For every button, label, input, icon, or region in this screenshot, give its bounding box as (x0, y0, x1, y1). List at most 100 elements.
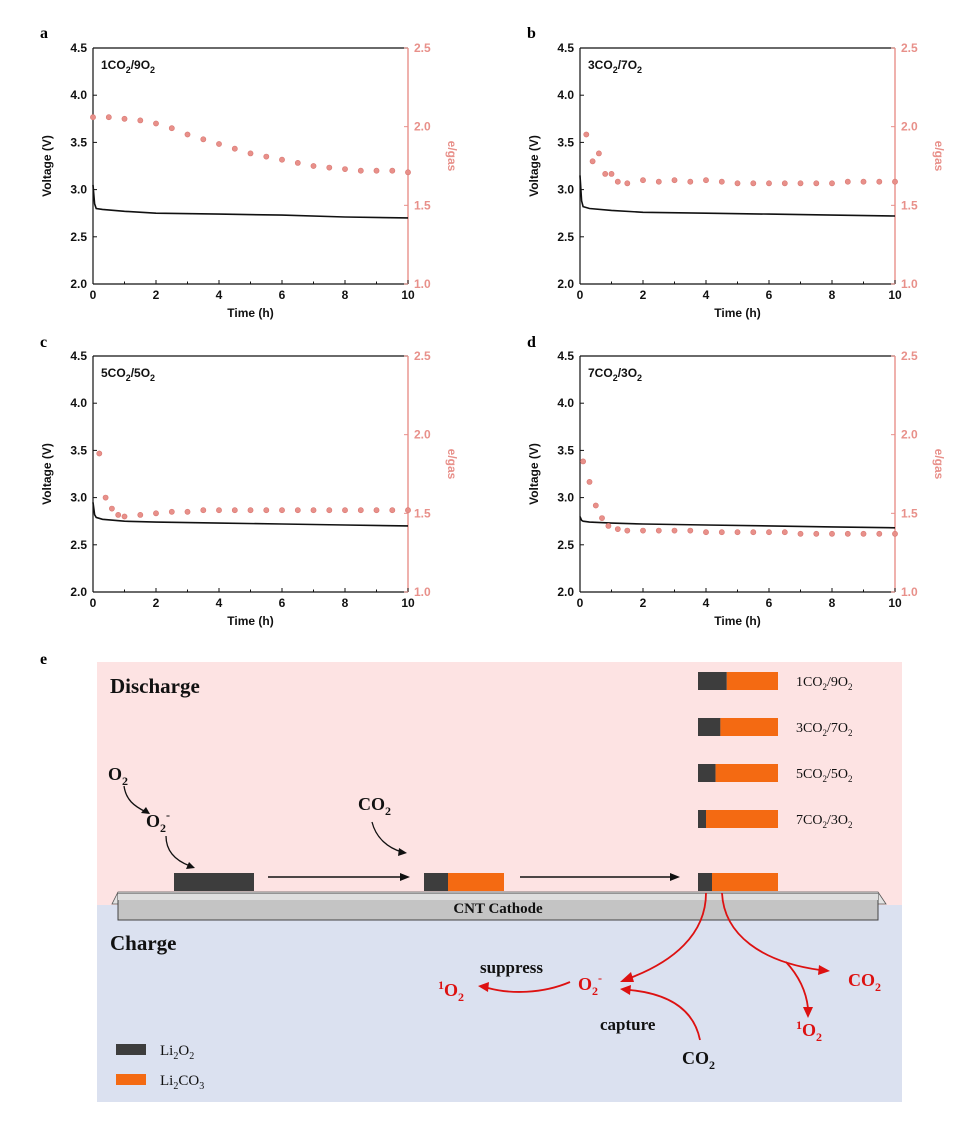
co2-release-label: CO2 (848, 970, 881, 994)
mixed-deposit-li2o2 (424, 873, 448, 891)
y2-tick-label: 2.5 (414, 41, 431, 55)
y2-tick-label: 2.0 (901, 428, 918, 442)
x-tick-label: 0 (577, 596, 584, 610)
voltage-line (92, 502, 409, 527)
x-tick-label: 8 (829, 288, 836, 302)
legend-label-li2o2: Li2O2 (160, 1043, 194, 1062)
y-tick-label: 2.0 (70, 277, 87, 291)
y2-tick-label: 2.5 (901, 349, 918, 363)
egas-point (599, 515, 605, 521)
y-tick-label: 3.5 (557, 443, 574, 457)
y2-tick-label: 2.5 (901, 41, 918, 55)
egas-point (829, 530, 835, 537)
egas-point (294, 507, 301, 514)
egas-point (247, 507, 254, 514)
egas-point (389, 507, 396, 514)
charts-layer: a 0 2 4 6 8 10 2.0 2.5 3.0 3.5 4.0 4.5 1.0 1.5 2.0 2.5 Ti… (40, 25, 946, 628)
x-tick-label: 6 (279, 288, 286, 302)
gas-ratio-annotation: 5CO2/5O2 (101, 366, 155, 383)
egas-point (687, 527, 694, 534)
egas-point (624, 527, 631, 534)
egas-point (342, 166, 348, 172)
panel-letter-a: a (40, 25, 48, 42)
egas-point (153, 120, 159, 127)
egas-point (121, 513, 128, 520)
y-tick-label: 3.0 (70, 491, 87, 505)
suppress-arrowhead (478, 982, 489, 992)
egas-point (876, 178, 883, 185)
egas-point (90, 114, 96, 121)
egas-point (781, 529, 788, 536)
egas-point (703, 529, 709, 536)
egas-point (797, 530, 804, 537)
x-tick-label: 2 (153, 596, 160, 610)
legend-label-li2co3: Li2CO3 (160, 1073, 204, 1092)
egas-point (263, 153, 270, 160)
egas-point (766, 529, 772, 536)
y-axis-label: Voltage (V) (40, 443, 54, 505)
egas-point (153, 510, 159, 517)
egas-point (608, 170, 615, 177)
y-tick-label: 2.0 (557, 277, 574, 291)
x-tick-label: 10 (401, 596, 415, 610)
y2-tick-label: 1.0 (414, 277, 431, 291)
decomposition-arrowhead-singlet (803, 1007, 813, 1018)
o2-label: O2 (108, 764, 128, 788)
charge-label: Charge (110, 931, 177, 955)
y-tick-label: 4.5 (70, 41, 87, 55)
egas-point (405, 507, 411, 514)
y-axis-label: Voltage (V) (40, 135, 54, 197)
panel-letter-e: e (40, 651, 47, 668)
egas-point (602, 170, 609, 177)
ratio-bar-label: 5CO2/5O2 (796, 767, 852, 784)
egas-point (671, 177, 678, 184)
egas-point (389, 167, 396, 174)
y2-tick-label: 1.5 (901, 198, 918, 212)
egas-point (231, 507, 238, 514)
y-tick-label: 4.0 (70, 396, 87, 410)
egas-point (734, 529, 741, 536)
egas-point (592, 502, 599, 509)
x-axis-label: Time (h) (227, 306, 273, 320)
li2o2-deposit-initial (174, 873, 254, 891)
egas-point (105, 114, 112, 121)
egas-point (583, 131, 590, 138)
ratio-bar-li2o2 (698, 718, 721, 736)
egas-point (216, 141, 222, 147)
x-tick-label: 0 (90, 288, 97, 302)
egas-point (216, 507, 222, 514)
panel-letter-d: d (527, 334, 536, 351)
egas-point (844, 178, 851, 185)
decomposition-arrow-co2 (721, 892, 821, 971)
egas-point (326, 164, 333, 171)
egas-point (624, 180, 631, 187)
y-tick-label: 3.0 (70, 183, 87, 197)
decomposition-arrowhead-superoxide (620, 972, 634, 982)
discharge-region (97, 662, 902, 905)
decomposition-arrowhead-co2 (818, 965, 830, 975)
x-tick-label: 4 (703, 596, 710, 610)
egas-point (310, 163, 317, 169)
y2-tick-label: 1.0 (901, 277, 918, 291)
egas-point (115, 512, 122, 518)
egas-point (596, 150, 602, 157)
egas-point (605, 523, 612, 529)
egas-point (589, 158, 596, 165)
y2-tick-label: 2.0 (414, 428, 431, 442)
y2-tick-label: 2.0 (901, 120, 918, 134)
egas-point (703, 177, 709, 184)
y-tick-label: 4.0 (557, 88, 574, 102)
egas-point (766, 180, 772, 187)
egas-point (200, 136, 207, 143)
egas-point (294, 159, 301, 166)
capture-arrow (629, 989, 701, 1041)
ratio-bar-li2co3 (726, 672, 778, 690)
x-tick-label: 4 (216, 288, 223, 302)
y-tick-label: 2.5 (557, 230, 574, 244)
y2-tick-label: 1.5 (414, 506, 431, 520)
panel-letter-c: c (40, 334, 47, 351)
egas-point (892, 530, 898, 537)
egas-point (813, 180, 820, 187)
egas-point (373, 167, 380, 174)
